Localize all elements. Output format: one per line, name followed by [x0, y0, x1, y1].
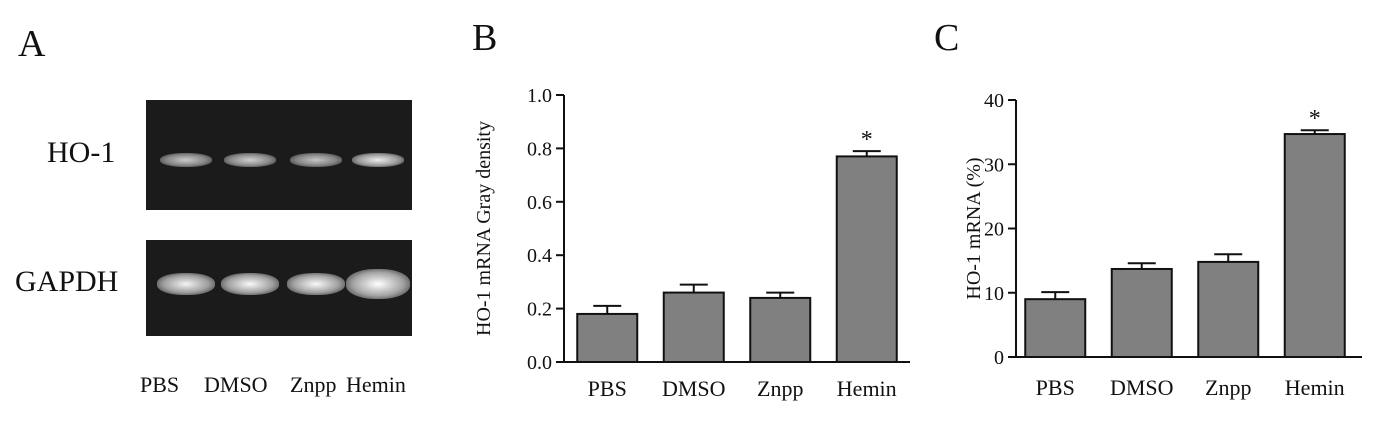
- panel-c-letter: C: [934, 17, 960, 59]
- bar-hemin: [835, 155, 898, 363]
- gel-band-ho1-pbs: [160, 153, 212, 167]
- x-tick-label: PBS: [588, 376, 627, 401]
- y-tick-label: 0: [994, 347, 1004, 369]
- y-tick-label: 20: [984, 219, 1004, 241]
- bar-dmso: [662, 291, 725, 363]
- bar-dmso: [1110, 267, 1173, 359]
- x-tick-label: Hemin: [837, 376, 897, 401]
- bar-znpp: [749, 296, 812, 364]
- x-tick-label: DMSO: [1110, 375, 1174, 400]
- x-tick-label: Znpp: [1205, 375, 1251, 400]
- gel-label-gapdh: GAPDH: [15, 265, 119, 298]
- gel-band-ho1-hemin: [352, 153, 404, 167]
- x-tick-label: Znpp: [757, 376, 803, 401]
- lane-label-hemin: Hemin: [346, 372, 406, 397]
- y-axis-label: HO-1 mRNA (%): [963, 157, 985, 299]
- y-tick-label: 1.0: [527, 85, 552, 107]
- x-tick-label: PBS: [1036, 375, 1075, 400]
- bar-hemin: [1283, 133, 1346, 358]
- gel-blot-gapdh: [146, 240, 412, 336]
- gel-band-ho1-dmso: [224, 153, 276, 167]
- y-tick-label: 0.2: [527, 299, 552, 321]
- gel-band-gapdh-znpp: [287, 273, 345, 295]
- gel-blot-ho1: [146, 100, 412, 210]
- gel-band-gapdh-hemin: [346, 269, 410, 299]
- panel-b-letter: B: [472, 17, 498, 59]
- y-tick-label: 10: [984, 283, 1004, 305]
- y-tick-label: 0.4: [527, 245, 552, 267]
- y-tick-label: 0.6: [527, 192, 552, 214]
- y-tick-label: 0.0: [527, 352, 552, 374]
- bar-znpp: [1197, 260, 1260, 358]
- y-tick-label: 30: [984, 154, 1004, 176]
- lane-label-pbs: PBS: [140, 372, 180, 397]
- y-axis-label: HO-1 mRNA Gray density: [473, 121, 495, 336]
- y-tick-label: 0.8: [527, 138, 552, 160]
- gel-label-ho1: HO-1: [47, 136, 116, 169]
- x-tick-label: Hemin: [1285, 375, 1345, 400]
- x-tick-label: DMSO: [662, 376, 726, 401]
- lane-label-znpp: Znpp: [290, 372, 337, 397]
- gel-band-gapdh-pbs: [157, 273, 215, 295]
- significance-marker: *: [861, 127, 873, 153]
- y-tick-label: 40: [984, 90, 1004, 112]
- gel-band-ho1-znpp: [290, 153, 342, 167]
- lane-label-dmso: DMSO: [204, 372, 268, 397]
- panel-a-letter: A: [18, 23, 46, 65]
- significance-marker: *: [1309, 106, 1321, 132]
- gel-band-gapdh-dmso: [221, 273, 279, 295]
- bar-pbs: [1024, 298, 1087, 358]
